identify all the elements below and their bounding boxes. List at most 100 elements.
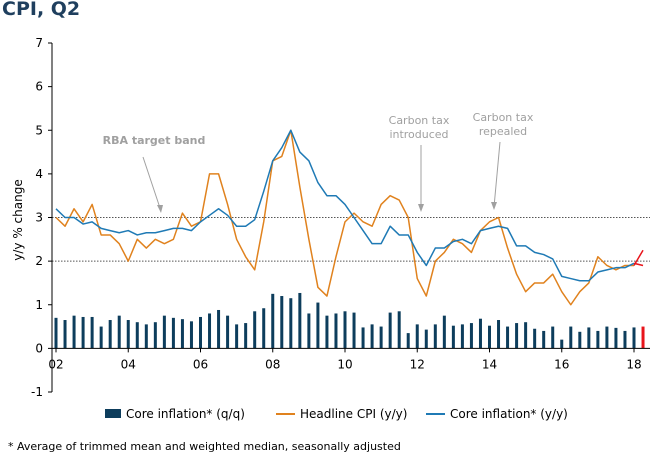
core-qq-bar xyxy=(352,312,356,349)
core-qq-bar xyxy=(506,326,510,349)
y-tick-label: 1 xyxy=(35,298,43,312)
carbon-repeal-label-line2: repealed xyxy=(479,125,527,138)
lines-layer xyxy=(55,129,644,306)
y-tick-label: 6 xyxy=(35,80,43,94)
y-tick-label: 4 xyxy=(35,167,43,181)
y-tick-label: -1 xyxy=(31,385,43,399)
core-qq-bar xyxy=(415,324,419,349)
x-ticks: 02 04 06 08 10 12 14 16 18 xyxy=(48,348,642,371)
y-ticks: -1 0 1 2 3 4 5 6 7 xyxy=(31,36,52,399)
core-qq-bar xyxy=(488,325,491,349)
carbon-intro-label-line2: introduced xyxy=(389,128,448,141)
core-qq-bar xyxy=(542,330,546,349)
core-qq-bar xyxy=(117,315,121,349)
core-qq-bar xyxy=(641,326,645,349)
core-qq-bar xyxy=(533,328,537,349)
y-axis-label: y/y % change xyxy=(11,179,25,260)
core-qq-bar xyxy=(515,323,519,349)
core-qq-bar xyxy=(199,316,202,349)
core-qq-bar xyxy=(524,322,528,349)
core-qq-bar xyxy=(397,311,401,349)
y-tick-label: 7 xyxy=(35,36,43,50)
legend: Core inflation* (q/q) Headline CPI (y/y)… xyxy=(105,407,568,421)
core-qq-bar xyxy=(63,320,67,349)
carbon-repeal-label-line1: Carbon tax xyxy=(473,111,534,124)
x-tick-label: 18 xyxy=(626,357,641,371)
x-tick-label: 12 xyxy=(410,357,425,371)
core-qq-bar xyxy=(126,320,130,349)
core-qq-bar xyxy=(614,327,618,349)
core-qq-bar xyxy=(623,330,627,349)
core-qq-bar xyxy=(560,339,564,349)
core-qq-bar xyxy=(271,293,275,349)
core-qq-bar xyxy=(379,326,383,349)
core-qq-bar xyxy=(551,326,555,349)
headline-cpi-line xyxy=(55,129,634,306)
core-qq-bar xyxy=(388,312,392,349)
core-qq-bar xyxy=(460,324,464,349)
legend-label-core-yy: Core inflation* (y/y) xyxy=(450,407,568,421)
x-tick-label: 16 xyxy=(554,357,569,371)
reference-lines xyxy=(52,217,650,262)
core-qq-bar xyxy=(208,313,212,349)
x-tick-label: 04 xyxy=(121,357,136,371)
legend-label-core-qq: Core inflation* (q/q) xyxy=(126,407,245,421)
core-qq-bar xyxy=(569,326,573,349)
legend-swatch-core-qq xyxy=(105,409,121,418)
y-tick-label: 0 xyxy=(35,341,43,355)
core-qq-bar xyxy=(244,323,248,349)
core-qq-bar xyxy=(189,321,193,349)
x-tick-label: 06 xyxy=(193,357,208,371)
band-label: RBA target band xyxy=(103,134,206,147)
core-qq-bar xyxy=(424,329,428,349)
x-tick-label: 08 xyxy=(265,357,280,371)
carbon-intro-arrow-head xyxy=(418,204,424,212)
core-qq-bar xyxy=(81,316,85,349)
core-qq-bar xyxy=(370,324,374,349)
core-qq-bar xyxy=(135,322,139,349)
core-qq-bar xyxy=(90,316,94,349)
core-qq-bar xyxy=(497,320,501,349)
carbon-intro-label-line1: Carbon tax xyxy=(389,114,450,127)
core-qq-bar xyxy=(605,326,609,349)
x-tick-label: 02 xyxy=(48,357,63,371)
core-qq-bar xyxy=(578,331,582,349)
core-qq-bar xyxy=(632,327,636,349)
core-qq-bar xyxy=(406,333,410,349)
core-qq-bar xyxy=(54,317,58,349)
core-qq-bar xyxy=(298,292,302,349)
core-qq-bar xyxy=(325,315,329,349)
core-qq-bar xyxy=(343,311,347,349)
x-tick-label: 10 xyxy=(337,357,352,371)
band-arrow xyxy=(142,156,162,212)
core-yy-latest-segment xyxy=(633,262,644,267)
y-tick-label: 5 xyxy=(35,123,43,137)
bars-layer xyxy=(54,292,645,349)
core-qq-bar xyxy=(162,315,166,349)
core-qq-bar xyxy=(596,330,600,349)
y-tick-label: 2 xyxy=(35,254,43,268)
y-tick-label: 3 xyxy=(35,211,43,225)
footnote: * Average of trimmed mean and weighted m… xyxy=(8,440,401,453)
core-qq-bar xyxy=(171,317,175,349)
core-qq-bar xyxy=(289,298,293,349)
core-yy-line xyxy=(55,129,635,282)
core-qq-bar xyxy=(442,315,446,349)
core-qq-bar xyxy=(72,315,76,349)
legend-label-headline: Headline CPI (y/y) xyxy=(300,407,407,421)
core-qq-bar xyxy=(587,327,591,349)
core-qq-bar xyxy=(217,309,221,349)
core-qq-bar xyxy=(334,313,338,349)
core-qq-bar xyxy=(280,296,284,349)
core-qq-bar xyxy=(478,318,482,349)
core-qq-bar xyxy=(144,324,148,349)
carbon-repeal-arrow-head xyxy=(491,202,497,210)
core-qq-bar xyxy=(433,324,437,349)
core-qq-bar xyxy=(99,326,103,349)
core-qq-bar xyxy=(153,322,157,349)
core-qq-bar xyxy=(253,311,257,349)
core-qq-bar xyxy=(226,315,230,349)
core-qq-bar xyxy=(307,313,311,349)
core-qq-bar xyxy=(108,320,112,349)
